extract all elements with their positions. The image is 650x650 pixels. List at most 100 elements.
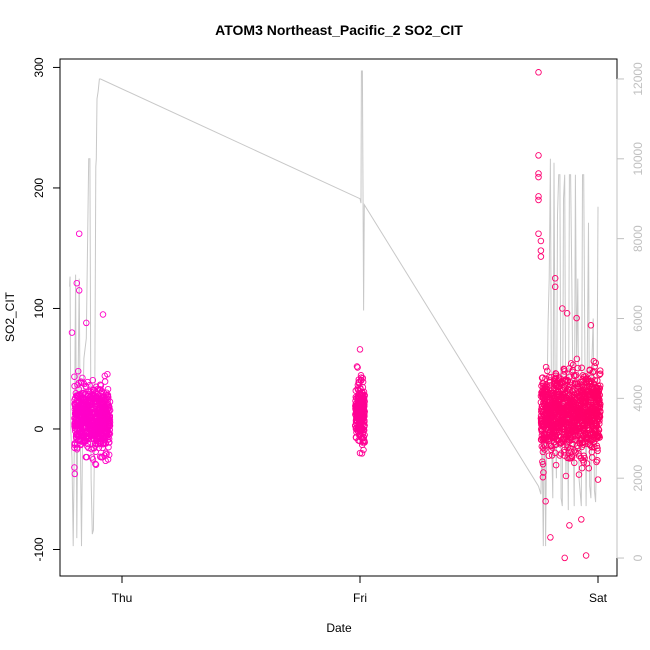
data-point bbox=[90, 444, 98, 452]
data-point bbox=[572, 371, 580, 379]
data-point bbox=[573, 426, 580, 433]
data-point bbox=[544, 367, 551, 375]
data-point bbox=[578, 516, 585, 523]
data-point bbox=[82, 453, 90, 461]
data-point bbox=[577, 454, 585, 462]
data-point bbox=[74, 421, 81, 428]
data-point bbox=[539, 374, 546, 381]
data-point bbox=[74, 408, 82, 415]
data-point bbox=[535, 196, 542, 204]
data-point bbox=[89, 376, 97, 384]
data-point bbox=[589, 368, 596, 376]
data-point bbox=[97, 390, 104, 397]
data-point bbox=[596, 367, 604, 374]
data-point bbox=[542, 363, 550, 371]
right-y-axis: 0 2000 4000 6000 8000 10000 12000 bbox=[616, 62, 645, 561]
data-point bbox=[566, 414, 573, 422]
data-point bbox=[548, 400, 555, 407]
data-point bbox=[556, 452, 564, 459]
data-point bbox=[90, 417, 98, 424]
data-point bbox=[596, 420, 603, 427]
data-point bbox=[84, 443, 91, 450]
data-point bbox=[547, 534, 554, 541]
data-point bbox=[75, 422, 83, 429]
data-point bbox=[535, 193, 542, 200]
data-point bbox=[92, 460, 99, 468]
data-point bbox=[559, 435, 567, 443]
data-point bbox=[354, 364, 361, 371]
data-point bbox=[543, 409, 550, 417]
data-point bbox=[593, 458, 600, 466]
data-point bbox=[563, 310, 571, 317]
data-point bbox=[97, 382, 105, 389]
points-series bbox=[68, 69, 604, 562]
data-point bbox=[559, 305, 566, 312]
data-point bbox=[99, 311, 107, 318]
data-point bbox=[552, 428, 560, 435]
data-point bbox=[569, 388, 576, 395]
data-point bbox=[587, 322, 595, 329]
data-point bbox=[555, 374, 563, 381]
data-point bbox=[595, 404, 602, 411]
data-point bbox=[549, 409, 557, 417]
data-point bbox=[356, 424, 364, 432]
data-point bbox=[101, 411, 109, 419]
data-point bbox=[568, 453, 576, 461]
data-point bbox=[358, 426, 366, 434]
right-axis-tick-label: 10000 bbox=[631, 142, 645, 176]
data-point bbox=[582, 552, 590, 559]
data-point bbox=[548, 446, 555, 454]
data-point bbox=[581, 403, 589, 411]
left-axis-tick-label: 300 bbox=[32, 57, 46, 77]
data-point bbox=[71, 470, 79, 478]
data-point bbox=[539, 458, 546, 465]
data-point bbox=[594, 447, 601, 455]
data-point bbox=[596, 371, 603, 378]
data-point bbox=[551, 275, 559, 282]
data-point bbox=[537, 247, 545, 254]
y-axis-label: SO2_CIT bbox=[3, 291, 17, 342]
data-point bbox=[539, 416, 546, 423]
data-point bbox=[578, 464, 586, 472]
data-point bbox=[105, 451, 113, 459]
data-point bbox=[556, 380, 564, 387]
data-point bbox=[575, 452, 583, 460]
data-point bbox=[544, 420, 552, 428]
data-point bbox=[580, 423, 587, 430]
data-point bbox=[535, 152, 542, 159]
data-point bbox=[102, 419, 110, 427]
data-point bbox=[99, 418, 106, 426]
data-point bbox=[557, 395, 564, 403]
data-point bbox=[353, 363, 361, 370]
data-point bbox=[102, 457, 109, 465]
left-axis-tick-label: 100 bbox=[32, 298, 46, 318]
data-point bbox=[356, 346, 364, 353]
data-point bbox=[555, 428, 563, 435]
data-point bbox=[93, 437, 100, 445]
right-axis-line-series bbox=[69, 70, 599, 547]
right-axis-tick-label: 6000 bbox=[631, 305, 645, 332]
data-point bbox=[539, 473, 547, 481]
data-point bbox=[583, 460, 591, 467]
data-point bbox=[580, 427, 588, 434]
data-point bbox=[586, 403, 594, 411]
data-point bbox=[546, 390, 553, 397]
data-point bbox=[578, 443, 586, 451]
data-point bbox=[71, 464, 78, 471]
data-point bbox=[541, 408, 549, 415]
right-axis-tick-label: 4000 bbox=[631, 385, 645, 412]
data-point bbox=[549, 389, 556, 397]
data-point bbox=[106, 439, 113, 446]
data-point bbox=[356, 387, 364, 395]
data-point bbox=[571, 380, 579, 388]
right-axis-tick-label: 0 bbox=[631, 554, 645, 561]
x-axis-tick-label: Sat bbox=[589, 591, 608, 605]
data-point bbox=[85, 402, 92, 409]
data-point bbox=[587, 407, 595, 415]
data-point bbox=[104, 424, 112, 431]
data-point bbox=[578, 382, 586, 389]
data-point bbox=[557, 410, 565, 418]
left-axis-tick-label: 200 bbox=[32, 178, 46, 198]
data-point bbox=[96, 404, 103, 412]
data-point bbox=[551, 283, 559, 291]
